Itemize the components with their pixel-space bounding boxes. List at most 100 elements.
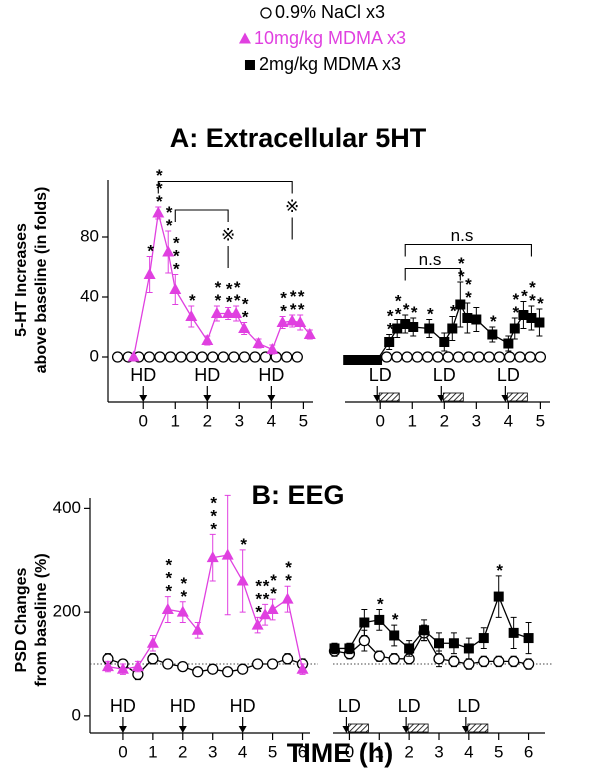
data-point [207,663,219,675]
data-point [143,351,155,363]
significance-star: * [444,302,463,315]
data-point [236,574,249,586]
panel-title: A: Extracellular 5HT [170,123,427,153]
dose-arrowhead [203,395,212,402]
data-point [392,323,403,334]
significance-star: * [484,312,503,325]
x-tick-label: 3 [208,742,217,761]
significance-star: ** [279,558,298,584]
infusion-bar [467,723,489,733]
data-point [463,658,475,670]
data-point [522,658,535,670]
data-point [400,319,411,329]
data-point [483,351,495,363]
data-point [478,633,489,644]
data-point [228,351,240,363]
data-point [206,551,219,563]
data-point [391,351,403,363]
data-point [217,351,229,363]
data-point [411,351,424,363]
data-point [127,350,140,362]
x-tick-label: 5 [299,411,308,430]
data-point [471,314,482,325]
x-tick-label: 6 [298,742,307,761]
infusion-bar [348,723,369,733]
legend-marker [238,32,251,44]
significance-star: ** [236,295,255,321]
data-point [509,323,520,334]
significance-star: ** [389,292,408,318]
data-point [162,658,174,670]
data-point [401,351,413,363]
data-point [478,655,490,668]
y-axis-label: from baseline (%) [33,553,50,686]
data-point [221,548,234,560]
significance-star: ** [292,287,311,313]
data-point [526,313,537,323]
data-point [251,618,264,630]
dose-label: HD [230,696,256,716]
data-point [152,206,165,218]
data-point [222,666,234,678]
data-point [493,591,504,602]
y-tick-label: 0 [90,346,99,365]
data-point [296,662,309,674]
data-point [524,351,536,363]
data-point [421,351,434,363]
data-point [164,351,177,363]
significance-star: * [531,294,550,307]
significance-star: ** [220,280,239,306]
data-point [207,351,219,363]
significance-star: * [234,535,253,548]
y-tick-label: 200 [53,602,81,621]
x-tick-label: 2 [440,411,449,430]
dose-label: HD [258,365,284,385]
data-point [534,351,547,363]
data-point [388,653,400,665]
data-point [508,627,519,638]
data-point [358,635,371,647]
x-tick-label: 4 [267,411,276,430]
bracket-label: ※ [221,225,235,244]
dose-label: LD [433,365,456,385]
legend-label: 2mg/kg MDMA x3 [259,54,401,74]
data-point [154,351,166,363]
data-point [162,245,175,257]
data-point [384,337,395,347]
significance-star: ** [208,278,227,304]
data-point [185,310,198,321]
bracket-label: ※ [285,197,299,216]
data-point [266,603,279,615]
significance-star: ** [284,287,303,313]
data-point [462,313,473,323]
x-tick-label: 4 [464,742,473,761]
data-point [433,653,445,665]
legend-label: 10mg/kg MDMA x3 [254,28,406,48]
x-tick-label: 5 [268,742,277,761]
data-point [344,643,355,654]
data-point [493,351,506,363]
significance-star: ** [160,203,179,229]
dose-label: LD [497,365,520,385]
dose-label: HD [130,365,156,385]
data-point [452,351,465,363]
significance-star: ** [452,254,471,280]
data-point [146,636,159,648]
data-point [374,614,385,625]
data-point [131,660,144,672]
data-point [147,653,159,665]
data-point [176,605,189,617]
significance-star: *** [204,493,223,532]
data-point [462,351,475,363]
data-point [447,323,458,334]
significance-star: ** [274,289,293,315]
data-point [177,660,189,673]
panel-title: B: EEG [251,480,344,510]
significance-star: *** [249,576,268,615]
x-tick-label: 0 [345,742,354,761]
data-point [294,316,307,327]
data-point [404,643,415,654]
x-tick-label: 2 [404,742,413,761]
significance-star: * [490,561,509,574]
